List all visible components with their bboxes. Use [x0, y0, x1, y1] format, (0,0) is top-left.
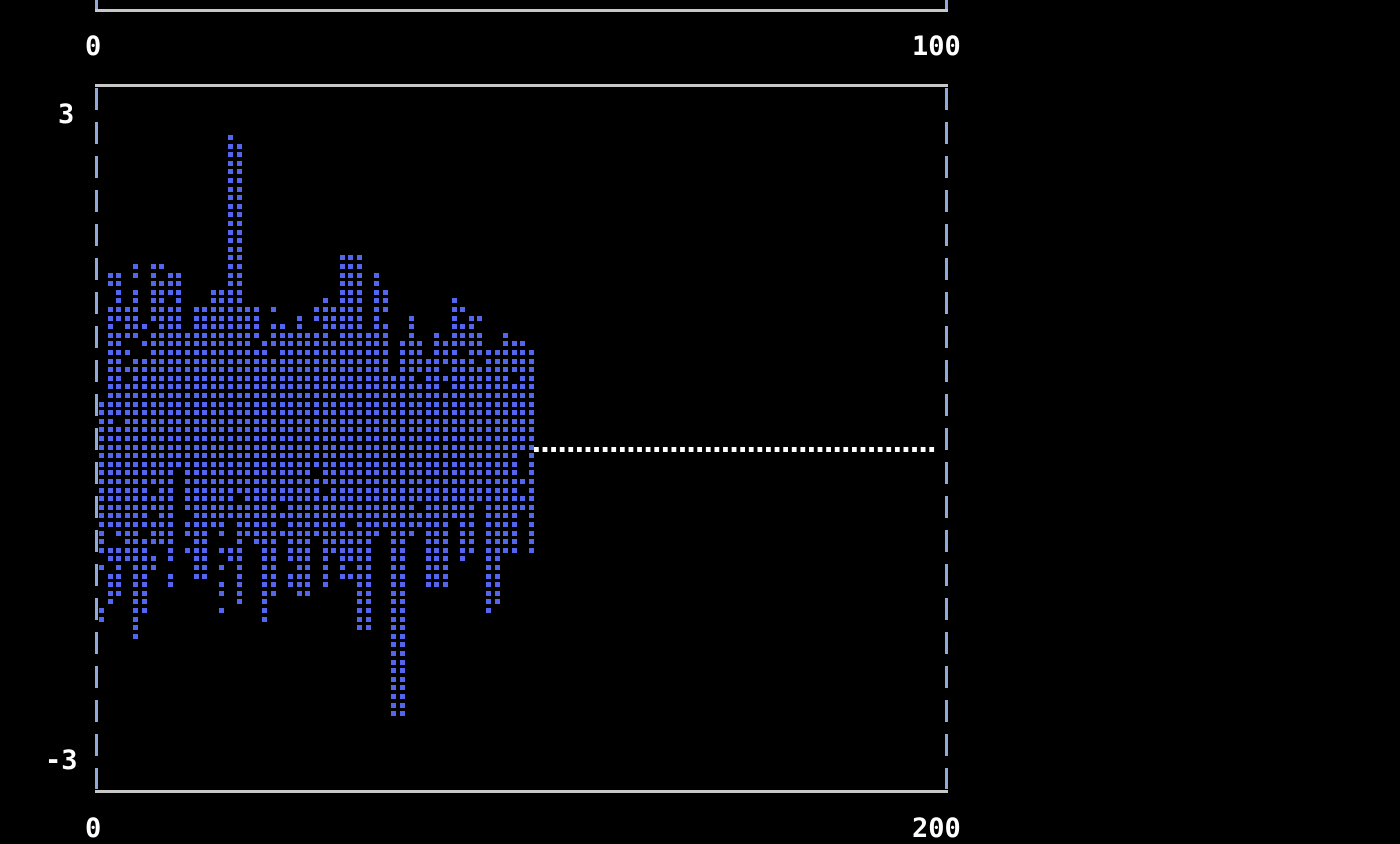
zero-reference-line [534, 447, 936, 452]
main-plot-x-max-label: 200 [912, 813, 961, 844]
main-plot-y-max-label: 3 [58, 99, 75, 130]
top-plot-x-min-label: 0 [85, 31, 102, 62]
main-plot-y-min-label: -3 [45, 745, 78, 776]
top-plot-bottom-border [95, 9, 948, 12]
main-plot-top-border [95, 84, 948, 87]
top-plot-left-border [95, 0, 98, 12]
top-plot-right-border [945, 0, 948, 12]
main-plot-x-min-label: 0 [85, 813, 102, 844]
main-plot-right-border [945, 88, 948, 789]
top-plot-frame [95, 0, 948, 12]
main-plot-left-border [95, 88, 98, 789]
braille-scatter-canvas [99, 92, 539, 792]
top-plot-x-max-label: 100 [912, 31, 961, 62]
